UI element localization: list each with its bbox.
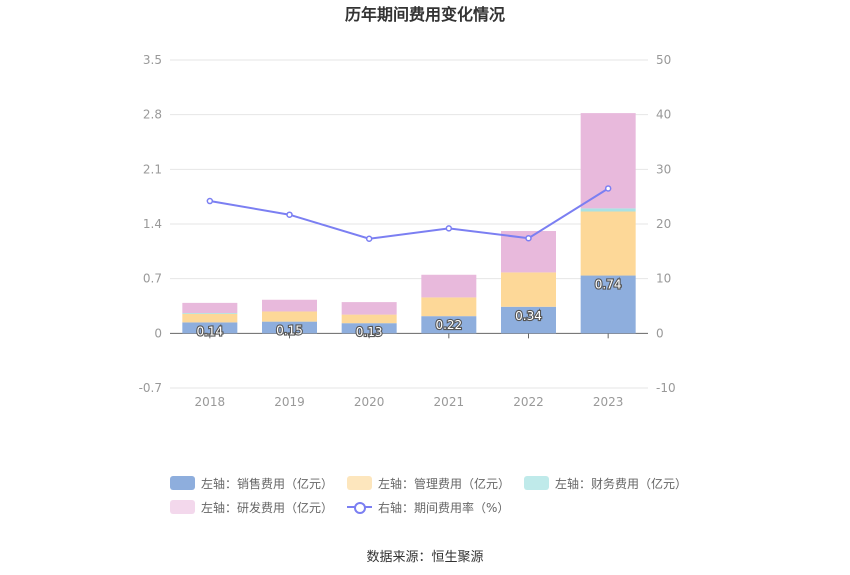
bar-value-label: 0.15 bbox=[276, 324, 303, 338]
legend-swatch-rd bbox=[170, 500, 195, 514]
legend-label-finance: 左轴：财务费用（亿元） bbox=[555, 476, 688, 491]
legend-item-finance[interactable]: 左轴：财务费用（亿元） bbox=[524, 475, 687, 492]
bar-value-label: 0.14 bbox=[196, 324, 223, 338]
rate-point bbox=[286, 211, 293, 218]
legend-item-rd[interactable]: 左轴：研发费用（亿元） bbox=[170, 499, 333, 516]
bar-segment bbox=[182, 313, 238, 314]
legend-swatch-finance bbox=[524, 476, 550, 490]
source-text: 数据来源：恒生聚源 bbox=[366, 550, 484, 565]
left-tick-label: 2.8 bbox=[143, 108, 162, 122]
x-tick-label: 2019 bbox=[274, 395, 305, 409]
grid bbox=[170, 59, 648, 389]
bar-segment bbox=[501, 306, 556, 334]
bar-segment bbox=[421, 274, 477, 298]
right-tick-label: 20 bbox=[656, 217, 671, 231]
rate-point bbox=[206, 197, 214, 205]
rate-point bbox=[604, 185, 612, 192]
rate-point bbox=[525, 234, 532, 242]
bar-segment bbox=[421, 297, 477, 317]
legend-label-rate: 右轴：期间费用率（%） bbox=[378, 500, 510, 515]
rate-line-path bbox=[209, 187, 609, 240]
rate-point bbox=[365, 235, 373, 243]
legend-item-sales[interactable]: 左轴：销售费用（亿元） bbox=[170, 475, 333, 492]
legend-item-rate[interactable]: 右轴：期间费用率（%） bbox=[347, 499, 509, 516]
bar-segment bbox=[262, 299, 317, 312]
left-tick-label: 2.1 bbox=[143, 162, 162, 176]
bar-segment bbox=[580, 211, 636, 276]
legend-item-admin[interactable]: 左轴：管理费用（亿元） bbox=[347, 475, 510, 492]
right-tick-label: 30 bbox=[656, 162, 671, 176]
legend-label-sales: 左轴：销售费用（亿元） bbox=[201, 476, 334, 491]
x-tick-label: 2023 bbox=[593, 395, 624, 409]
right-axis-ticks: 50 40 30 20 10 0 -10 bbox=[656, 53, 676, 395]
legend-label-rd: 左轴：研发费用（亿元） bbox=[201, 500, 334, 515]
bar-segment bbox=[182, 313, 238, 323]
right-tick-label: 10 bbox=[656, 272, 671, 286]
left-tick-label: 3.5 bbox=[143, 53, 162, 67]
bars bbox=[182, 113, 636, 334]
legend-row-2: 左轴：研发费用（亿元） 右轴：期间费用率（%） bbox=[170, 495, 690, 519]
legend-label-admin: 左轴：管理费用（亿元） bbox=[378, 476, 511, 491]
bar-segment bbox=[341, 314, 397, 324]
bar-value-label: 0.74 bbox=[595, 278, 622, 292]
bar-labels: 0.14 0.15 0.13 0.22 0.34 0.74 bbox=[195, 276, 622, 340]
bar-segment bbox=[341, 302, 397, 315]
bar-segment bbox=[341, 323, 397, 334]
bar-segment bbox=[262, 311, 317, 322]
left-axis-ticks: 3.5 2.8 2.1 1.4 0.7 0 -0.7 bbox=[139, 53, 162, 395]
legend: 左轴：销售费用（亿元） 左轴：管理费用（亿元） 左轴：财务费用（亿元） 左轴：研… bbox=[170, 471, 690, 519]
x-axis-ticks: 2018 2019 2020 2021 2022 2023 bbox=[195, 333, 624, 409]
legend-row-1: 左轴：销售费用（亿元） 左轴：管理费用（亿元） 左轴：财务费用（亿元） bbox=[170, 471, 690, 495]
bar-value-label: 0.34 bbox=[515, 309, 542, 323]
bar-segment bbox=[580, 113, 636, 209]
left-tick-label: -0.7 bbox=[139, 381, 162, 395]
right-tick-label: 50 bbox=[656, 53, 671, 67]
bar-segment bbox=[421, 316, 477, 334]
left-tick-label: 1.4 bbox=[143, 217, 162, 231]
bar-segment bbox=[182, 322, 238, 334]
x-tick-label: 2021 bbox=[434, 395, 465, 409]
bar-value-label: 0.22 bbox=[435, 318, 462, 332]
right-tick-label: -10 bbox=[656, 381, 676, 395]
left-tick-label: 0 bbox=[154, 326, 162, 340]
x-tick-label: 2020 bbox=[354, 395, 385, 409]
legend-swatch-rate bbox=[347, 500, 373, 514]
rate-point bbox=[445, 225, 453, 232]
x-tick-label: 2022 bbox=[513, 395, 544, 409]
legend-swatch-admin bbox=[347, 476, 373, 490]
bar-segment bbox=[580, 208, 636, 212]
left-tick-label: 0.7 bbox=[143, 272, 162, 286]
legend-swatch-sales bbox=[170, 476, 195, 490]
bar-segment bbox=[182, 302, 238, 314]
bar-segment bbox=[262, 321, 317, 334]
expense-rate-line bbox=[206, 185, 612, 243]
bar-segment bbox=[580, 275, 636, 334]
chart-title: 历年期间费用变化情况 bbox=[345, 5, 505, 24]
bar-value-label: 0.13 bbox=[356, 325, 383, 339]
right-tick-label: 0 bbox=[656, 326, 664, 340]
bar-segment bbox=[501, 272, 556, 307]
x-tick-label: 2018 bbox=[195, 395, 226, 409]
right-tick-label: 40 bbox=[656, 108, 671, 122]
